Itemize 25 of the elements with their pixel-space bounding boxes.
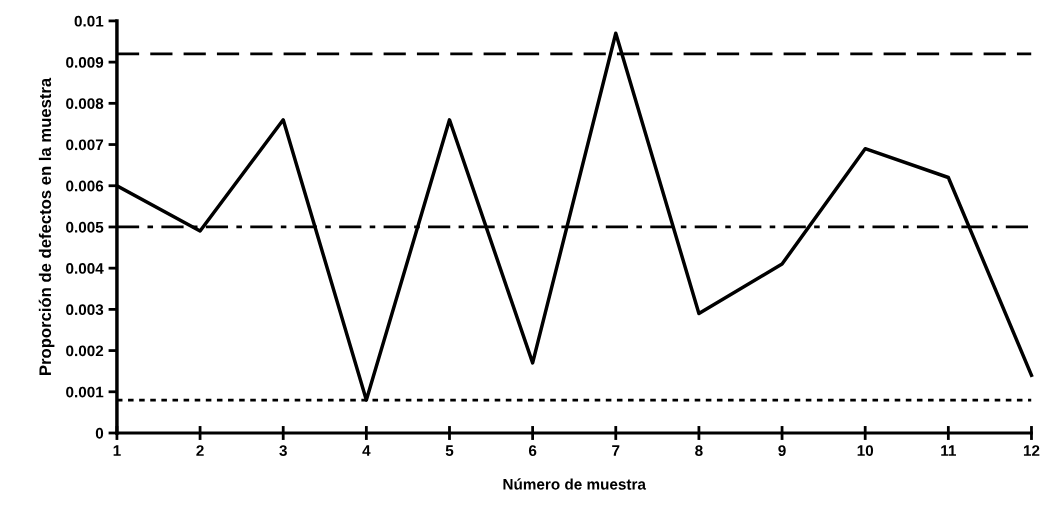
y-tick-label: 0.009	[66, 56, 104, 68]
y-tick-label: 0.006	[66, 180, 104, 192]
x-axis-title: Número de muestra	[503, 478, 647, 490]
x-tick-label: 5	[445, 445, 454, 457]
x-tick-label: 1	[113, 445, 121, 456]
x-tick-label: 9	[778, 445, 786, 457]
y-tick-label: 0.007	[66, 139, 104, 151]
y-axis-title: Proporción de defectos en la muestra	[38, 77, 55, 375]
x-tick-label: 11	[941, 445, 956, 456]
y-tick-label: 0.008	[66, 98, 104, 110]
x-tick-label: 8	[695, 445, 703, 457]
x-tick-label: 2	[196, 445, 204, 456]
x-tick-label: 10	[857, 445, 874, 457]
y-tick-label: 0	[95, 427, 104, 439]
y-tick-label: 0.01	[74, 15, 104, 27]
y-tick-label: 0.005	[66, 221, 104, 233]
x-tick-label: 3	[279, 445, 287, 457]
y-tick-label: 0.004	[66, 263, 104, 274]
x-tick-label: 12	[1023, 445, 1040, 456]
x-tick-label: 7	[612, 445, 620, 456]
y-tick-label: 0.003	[66, 304, 104, 316]
y-tick-label: 0.002	[66, 345, 104, 357]
y-tick-label: 0.001	[66, 386, 104, 398]
x-tick-label: 4	[362, 445, 371, 456]
x-tick-label: 6	[528, 445, 537, 457]
